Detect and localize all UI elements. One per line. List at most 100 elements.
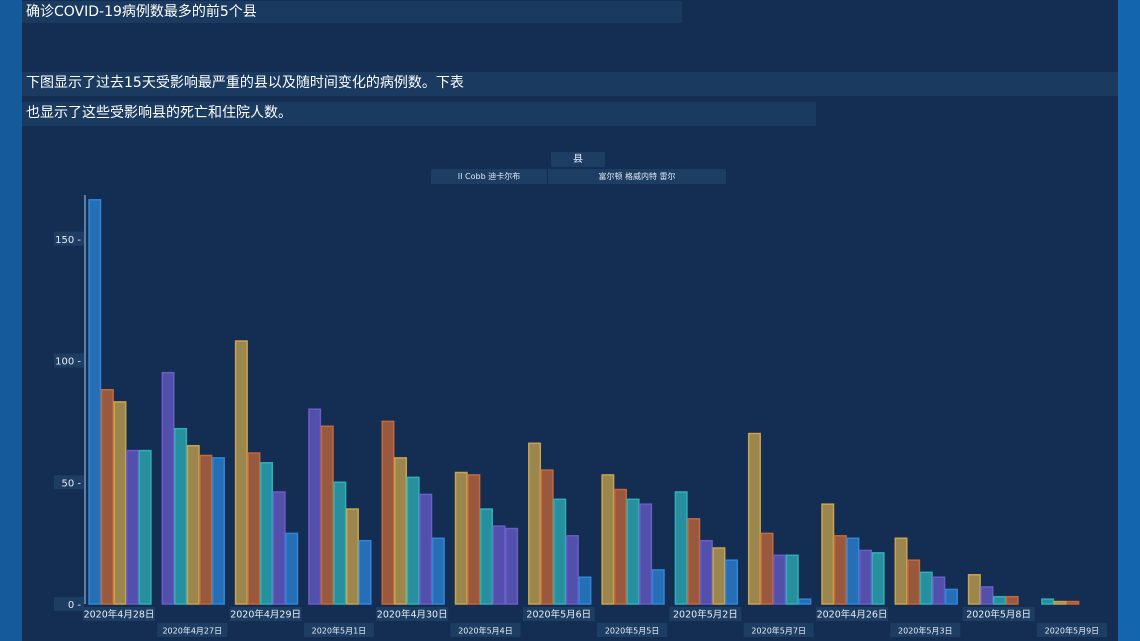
report-canvas: 确诊COVID-19病例数最多的前5个县 下图显示了过去15天受影响最严重的县以… [22,0,1118,641]
bar-blue[interactable] [578,576,592,605]
bar-purple[interactable] [161,371,175,605]
description-line-2: 也显示了这些受影响县的死亡和住院人数。 [22,102,816,126]
bar-blue[interactable] [846,537,860,605]
y-tick-label-bg [54,231,84,246]
bar-purple[interactable] [932,576,946,605]
window-edge-left [0,0,22,641]
bar-blue[interactable] [431,537,445,605]
bar-orange[interactable] [687,518,701,605]
y-tick-label: 150 - [55,235,81,246]
x-tick-label-bg [229,607,302,621]
y-tick-label: 50 - [61,478,81,489]
bar-blue[interactable] [798,598,812,605]
bar-teal[interactable] [479,508,493,605]
x-tick-label: 2020年5月4日 [458,626,513,636]
y-tick-label-bg [54,353,84,368]
bar-purple[interactable] [308,408,322,605]
bar-blue[interactable] [944,588,958,605]
bar-orange[interactable] [613,488,627,605]
bar-purple[interactable] [980,586,994,605]
y-tick-label-bg [54,597,84,611]
x-tick-label: 2020年5月6日 [526,609,591,621]
x-tick-label-bg [669,607,742,621]
bar-orange[interactable] [100,388,114,605]
x-tick-label: 2020年4月30日 [377,609,448,621]
bar-yellow[interactable] [394,457,408,605]
legend-entry-2[interactable]: 富尔顿 格威内特 雷尔 [548,169,726,184]
x-tick-label-bg [597,623,668,637]
bar-orange[interactable] [467,474,481,605]
bar-blue[interactable] [211,457,225,605]
bar-purple[interactable] [859,549,873,605]
bar-teal[interactable] [406,476,420,605]
bar-blue[interactable] [358,539,372,605]
x-tick-label-bg [157,623,228,637]
x-tick-label-bg [890,623,961,637]
bar-teal[interactable] [919,571,933,605]
bar-purple[interactable] [565,535,579,605]
x-tick-label: 2020年4月27日 [162,626,222,636]
bar-orange[interactable] [540,469,554,605]
bar-orange[interactable] [760,532,774,605]
x-tick-label: 2020年5月8日 [966,609,1031,621]
bar-yellow[interactable] [601,474,615,605]
bar-yellow[interactable] [712,547,726,605]
bar-purple[interactable] [272,491,286,605]
bar-blue[interactable] [725,559,739,605]
bar-blue[interactable] [651,569,665,605]
bar-yellow[interactable] [454,471,468,605]
bar-teal[interactable] [260,462,274,605]
bar-purple[interactable] [419,493,433,605]
bar-purple[interactable] [699,539,713,605]
bar-purple[interactable] [492,525,506,605]
bar-purple[interactable] [639,503,653,605]
x-tick-label-bg [962,607,1035,621]
bar-orange[interactable] [381,420,395,605]
bar-orange[interactable] [1005,595,1019,605]
bar-yellow[interactable] [186,444,200,605]
x-tick-label-bg [522,607,595,621]
x-tick-label-bg [83,607,155,621]
bar-orange[interactable] [907,559,921,605]
x-tick-label: 2020年5月3日 [898,626,953,636]
bar-teal[interactable] [871,552,885,605]
bar-blue[interactable] [88,199,102,605]
bar-yellow[interactable] [821,503,835,605]
y-tick-label: 0 - [68,600,82,611]
bar-teal[interactable] [785,554,799,605]
bar-yellow[interactable] [967,574,981,605]
bar-purple[interactable] [505,527,519,605]
bar-yellow[interactable] [234,340,248,605]
bar-orange[interactable] [1066,600,1080,605]
bar-teal[interactable] [333,481,347,605]
bar-orange[interactable] [833,535,847,605]
bar-blue[interactable] [285,532,299,605]
x-tick-label-bg [1036,623,1107,637]
bar-yellow[interactable] [747,432,761,605]
x-tick-label-bg [376,607,449,621]
bar-purple[interactable] [773,554,787,605]
bar-orange[interactable] [247,452,261,605]
y-tick-label: 100 - [55,357,81,368]
bar-yellow[interactable] [894,537,908,605]
bar-teal[interactable] [993,595,1007,605]
bar-teal[interactable] [626,498,640,605]
bar-yellow[interactable] [345,508,359,605]
bar-yellow[interactable] [1053,600,1067,605]
legend-entry-1[interactable]: II Cobb 迪卡尔布 [431,169,547,184]
bar-purple[interactable] [126,449,140,605]
bar-teal[interactable] [1041,598,1055,605]
bar-orange[interactable] [320,425,334,605]
bar-chart: 0 - 50 - 100 - 150 - 2020年4月28日 2020年4月27日 202… [54,195,1107,637]
x-tick-label-bg [450,623,521,637]
bar-orange[interactable] [199,454,213,605]
x-tick-label: 2020年5月9日 [1045,626,1100,636]
bar-teal[interactable] [138,449,152,605]
bar-teal[interactable] [174,427,188,605]
bar-yellow[interactable] [113,401,127,605]
bar-yellow[interactable] [528,442,542,605]
x-tick-label: 2020年5月1日 [312,626,367,636]
x-tick-label-bg [743,623,814,637]
bar-teal[interactable] [553,498,567,605]
bar-teal[interactable] [674,491,688,605]
